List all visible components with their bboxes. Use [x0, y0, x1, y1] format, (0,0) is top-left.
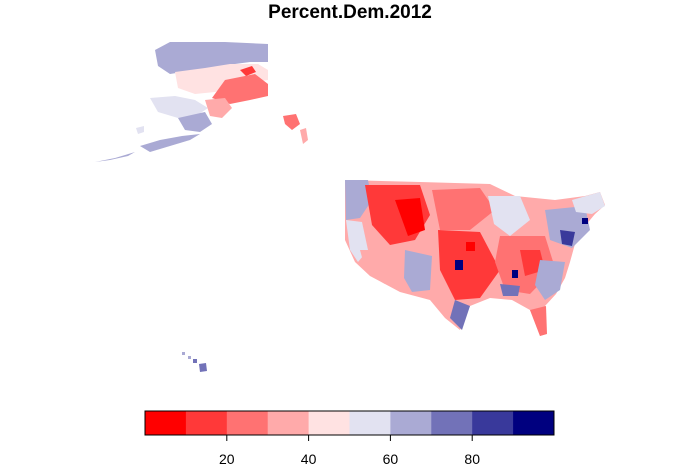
legend-tick-label: 60: [383, 451, 399, 467]
legend-colorbar: [145, 411, 555, 435]
legend-swatch-0: [145, 411, 187, 435]
legend-frame: [144, 410, 555, 436]
legend-swatch-2: [226, 411, 269, 435]
map-title: Percent.Dem.2012: [268, 2, 432, 23]
legend-tick-label: 20: [219, 451, 235, 467]
legend-tick-label: 80: [464, 451, 480, 467]
legend-swatch-9: [513, 411, 555, 435]
legend-swatch-3: [267, 411, 310, 435]
legend-swatch-1: [185, 411, 228, 435]
region-contiguous-us: [345, 180, 605, 336]
region-alaska: [95, 42, 308, 162]
legend-swatch-6: [390, 411, 432, 435]
legend-ticks: 20 40 60 80: [219, 435, 480, 467]
legend-swatch-5: [349, 411, 391, 435]
legend-swatch-8: [472, 411, 514, 435]
legend-swatch-7: [431, 411, 473, 435]
legend-tick-label: 40: [301, 451, 317, 467]
region-hawaii: [182, 352, 207, 372]
legend-swatch-4: [308, 411, 350, 435]
